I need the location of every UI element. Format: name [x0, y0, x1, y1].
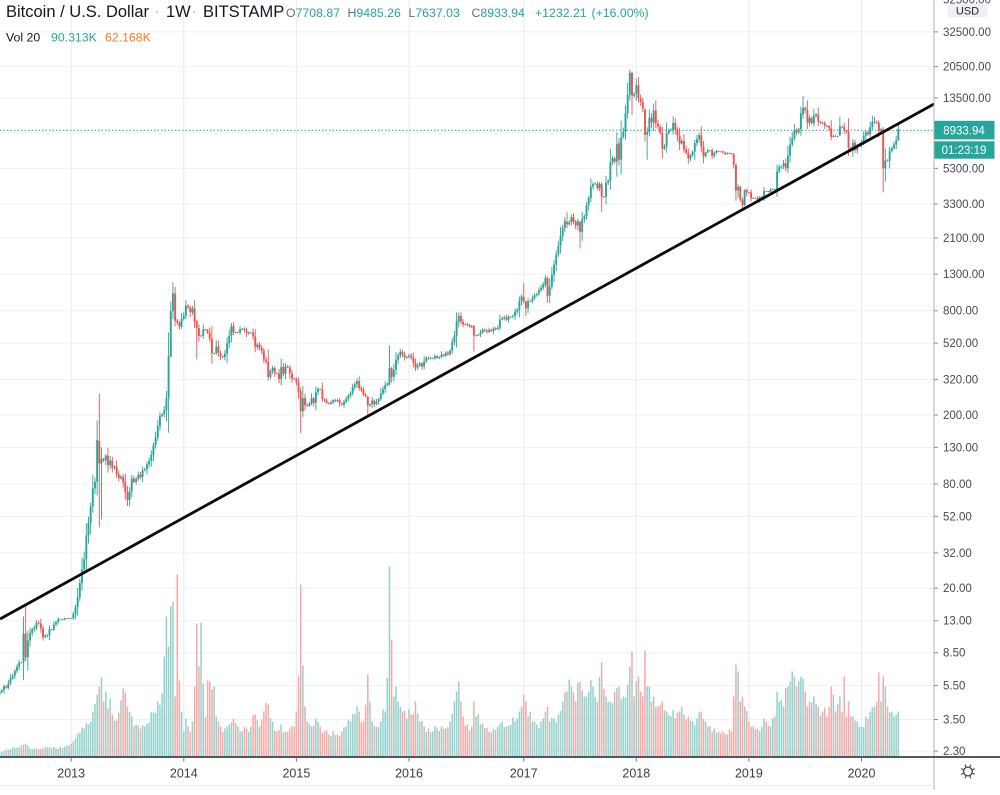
svg-text:13.00: 13.00: [943, 616, 972, 628]
svg-text:52500.00: 52500.00: [943, 0, 991, 7]
svg-text:8933.94: 8933.94: [943, 125, 985, 137]
svg-text:1300.00: 1300.00: [943, 269, 985, 281]
svg-text:130.00: 130.00: [943, 442, 978, 454]
svg-text:20.00: 20.00: [943, 583, 972, 595]
svg-text:USD: USD: [956, 5, 979, 17]
svg-text:3.50: 3.50: [943, 714, 965, 726]
svg-text:8.50: 8.50: [943, 648, 965, 660]
svg-text:Bitcoin / U.S. Dollar: Bitcoin / U.S. Dollar: [6, 3, 150, 21]
svg-text:+1232.21: +1232.21: [535, 6, 587, 20]
svg-text:52.00: 52.00: [943, 511, 972, 523]
svg-text:2016: 2016: [395, 767, 423, 781]
svg-text:·: ·: [155, 4, 159, 19]
svg-text:2017: 2017: [510, 767, 538, 781]
svg-text:13500.00: 13500.00: [943, 93, 991, 105]
svg-text:62.168K: 62.168K: [105, 31, 152, 45]
svg-text:800.00: 800.00: [943, 306, 978, 318]
svg-text:2100.00: 2100.00: [943, 233, 985, 245]
svg-text:2020: 2020: [848, 767, 876, 781]
svg-text:3300.00: 3300.00: [943, 199, 985, 211]
svg-text:2015: 2015: [282, 767, 310, 781]
svg-text:(+16.00%): (+16.00%): [592, 6, 649, 20]
svg-text:2018: 2018: [622, 767, 650, 781]
svg-text:C8933.94: C8933.94: [472, 6, 526, 20]
svg-text:52500.00: 52500.00: [943, 0, 991, 3]
svg-text:520.00: 520.00: [943, 338, 978, 350]
svg-text:01:23:19: 01:23:19: [942, 145, 987, 157]
svg-text:L7637.03: L7637.03: [409, 6, 460, 20]
svg-text:1W: 1W: [166, 3, 191, 21]
svg-text:2014: 2014: [170, 767, 198, 781]
svg-text:·: ·: [192, 4, 196, 19]
svg-text:200.00: 200.00: [943, 410, 978, 422]
svg-text:20500.00: 20500.00: [943, 62, 991, 74]
svg-text:2019: 2019: [735, 767, 763, 781]
svg-text:5.50: 5.50: [943, 680, 965, 692]
svg-text:32500.00: 32500.00: [943, 27, 991, 39]
svg-text:90.313K: 90.313K: [51, 31, 98, 45]
svg-text:2.30: 2.30: [943, 746, 965, 758]
svg-text:O7708.87: O7708.87: [286, 6, 340, 20]
svg-text:80.00: 80.00: [943, 479, 972, 491]
svg-text:BITSTAMP: BITSTAMP: [203, 3, 284, 21]
svg-text:32.00: 32.00: [943, 548, 972, 560]
svg-text:2013: 2013: [57, 767, 85, 781]
svg-text:H9485.26: H9485.26: [348, 6, 402, 20]
svg-text:320.00: 320.00: [943, 375, 978, 387]
svg-text:5300.00: 5300.00: [943, 163, 985, 175]
svg-text:Vol 20: Vol 20: [6, 31, 40, 45]
